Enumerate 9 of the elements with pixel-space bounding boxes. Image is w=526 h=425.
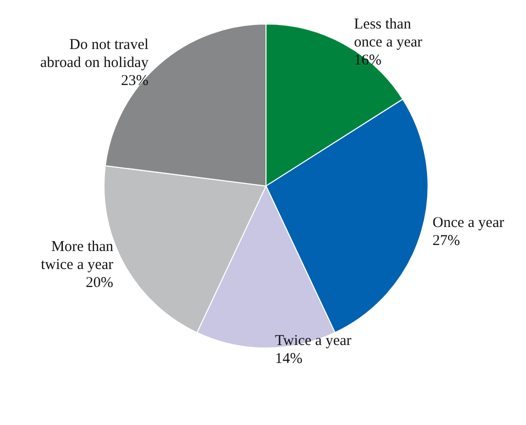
- slice-label: More than twice a year: [40, 239, 114, 274]
- data-label: 20%: [86, 275, 114, 292]
- slice-label: Do not travel abroad on holiday: [40, 36, 150, 71]
- data-label: 14%: [275, 351, 302, 367]
- data-label: 23%: [121, 72, 149, 89]
- slice-label: Once a year: [432, 214, 504, 231]
- slice-label: Twice a year: [275, 333, 352, 349]
- data-label: 27%: [432, 232, 460, 249]
- slice-label: Less than once a year: [354, 16, 422, 50]
